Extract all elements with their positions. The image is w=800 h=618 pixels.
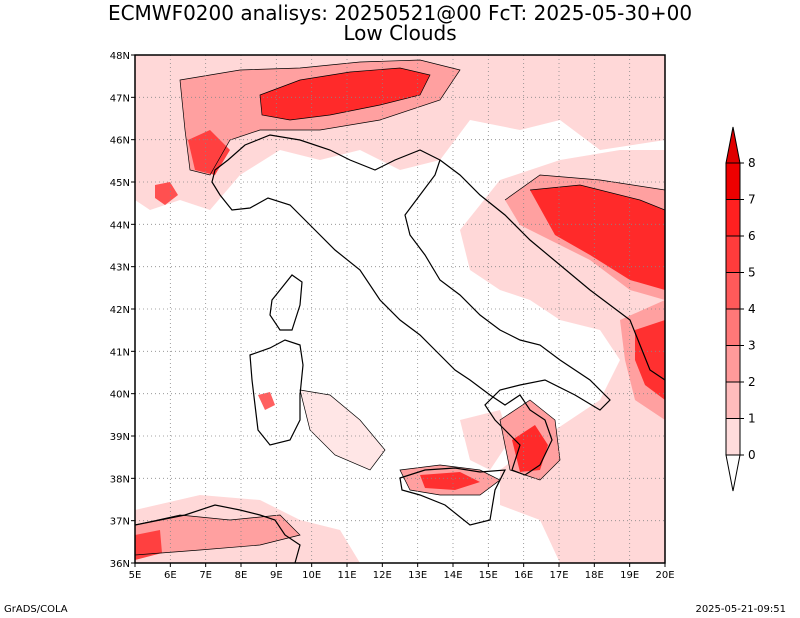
contour-line xyxy=(179,59,461,176)
contour-line xyxy=(529,184,665,211)
lon-tick-label: 19E xyxy=(620,570,639,581)
colorbar-label: 0 xyxy=(748,448,756,462)
cloud-core-calabria xyxy=(512,425,548,472)
lon-tick-label: 13E xyxy=(408,570,427,581)
lon-tick-label: 17E xyxy=(549,570,568,581)
colorbar: 0 1 2 3 4 5 6 7 8 xyxy=(725,126,756,492)
cloud-field xyxy=(135,55,665,563)
longitude-labels: 5E 6E 7E 8E 9E 10E 11E 12E 13E 14E 15E 16E 17E 18E 19E… xyxy=(129,563,675,581)
colorbar-label: 1 xyxy=(748,412,756,426)
lat-tick-label: 45N xyxy=(110,178,130,189)
cloud-core-alps xyxy=(260,68,430,120)
cloud-core-sardinia-spot xyxy=(258,392,275,410)
cloud-area-tyrrhenian xyxy=(300,390,385,470)
lon-tick-label: 15E xyxy=(479,570,498,581)
lon-tick-label: 7E xyxy=(199,570,212,581)
lat-tick-label: 38N xyxy=(110,474,130,485)
colorbar-segment xyxy=(725,345,741,383)
contour-line xyxy=(259,67,431,121)
lat-tick-label: 40N xyxy=(110,390,130,401)
lon-tick-label: 5E xyxy=(129,570,142,581)
lat-tick-label: 46N xyxy=(110,136,130,147)
cloud-core-albania xyxy=(635,320,665,400)
lon-tick-label: 8E xyxy=(235,570,248,581)
lat-tick-label: 47N xyxy=(110,93,130,104)
cloud-core-sicily xyxy=(420,472,480,490)
contour-line xyxy=(299,389,386,471)
footer-timestamp: 2025-05-21-09:51 xyxy=(695,604,786,615)
lon-tick-label: 14E xyxy=(443,570,462,581)
footer-software-credit: GrADS/COLA xyxy=(4,604,68,615)
lon-tick-label: 16E xyxy=(514,570,533,581)
latitude-labels: 36N 37N 38N 39N 40N 41N 42N 43N 44N 45N 46N 47N 48N xyxy=(110,51,135,570)
balkan-coastline xyxy=(439,159,665,381)
colorbar-label: 3 xyxy=(748,339,756,353)
lon-tick-label: 18E xyxy=(585,570,604,581)
contour-line xyxy=(504,174,665,201)
colorbar-segment xyxy=(725,162,741,200)
lat-tick-label: 39N xyxy=(110,432,130,443)
lat-tick-label: 43N xyxy=(110,263,130,274)
colorbar-label: 2 xyxy=(748,375,756,389)
cloud-area-ionian xyxy=(460,410,510,470)
lon-tick-label: 9E xyxy=(270,570,283,581)
colorbar-label: 8 xyxy=(748,156,756,170)
contour-line xyxy=(399,464,501,496)
colorbar-segment xyxy=(725,272,741,310)
lon-tick-label: 20E xyxy=(655,570,674,581)
coastlines xyxy=(135,134,665,563)
map-subtitle: Low Clouds xyxy=(343,21,457,45)
colorbar-segment xyxy=(725,418,741,456)
cloud-core-dalmatia xyxy=(530,185,665,290)
contour-line xyxy=(135,514,301,556)
cloud-contours xyxy=(135,59,665,556)
colorbar-label: 6 xyxy=(748,229,756,243)
lon-tick-label: 6E xyxy=(164,570,177,581)
colorbar-label: 7 xyxy=(748,193,756,207)
colorbar-segment xyxy=(725,308,741,346)
cloud-core-corsica-spot xyxy=(155,182,178,205)
lat-tick-label: 42N xyxy=(110,305,130,316)
colorbar-label: 5 xyxy=(748,266,756,280)
colorbar-under-triangle xyxy=(725,454,741,492)
cloud-core-western-alps xyxy=(188,130,230,175)
lon-tick-label: 11E xyxy=(337,570,356,581)
lat-tick-label: 37N xyxy=(110,517,130,528)
sardinia-coastline xyxy=(249,339,304,446)
lat-lon-grid xyxy=(135,55,665,563)
colorbar-over-triangle xyxy=(725,126,741,164)
sicily-coastline xyxy=(399,467,507,526)
colorbar-segment xyxy=(725,199,741,237)
corsica-coastline xyxy=(269,274,303,331)
lat-tick-label: 41N xyxy=(110,347,130,358)
africa-coastline xyxy=(135,504,301,563)
cloud-core-tunisia xyxy=(135,530,162,560)
lon-tick-label: 12E xyxy=(373,570,392,581)
lat-tick-label: 48N xyxy=(110,51,130,62)
italy-mainland-coastline xyxy=(211,134,611,476)
lat-tick-label: 44N xyxy=(110,220,130,231)
contour-line xyxy=(499,399,561,481)
colorbar-segment xyxy=(725,235,741,273)
map-title: ECMWF0200 analisys: 20250521@00 FcT: 202… xyxy=(107,1,693,25)
lat-tick-label: 36N xyxy=(110,559,130,570)
colorbar-label: 4 xyxy=(748,302,756,316)
lon-tick-label: 10E xyxy=(302,570,321,581)
colorbar-segment xyxy=(725,381,741,419)
